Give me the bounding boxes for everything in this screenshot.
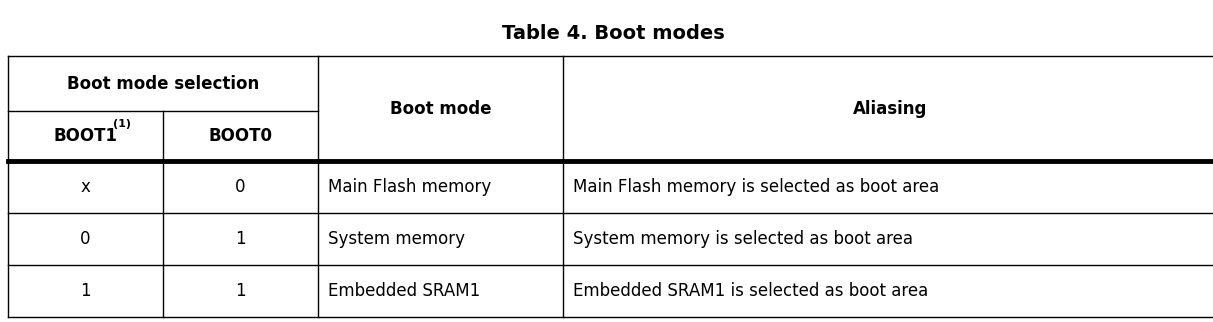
Text: System memory: System memory: [328, 230, 465, 248]
Text: System memory is selected as boot area: System memory is selected as boot area: [573, 230, 913, 248]
Text: Boot mode: Boot mode: [389, 99, 491, 118]
Text: BOOT1: BOOT1: [53, 127, 118, 145]
Text: 1: 1: [235, 282, 246, 300]
Text: 1: 1: [80, 282, 91, 300]
Text: Main Flash memory: Main Flash memory: [328, 178, 491, 196]
Text: (1): (1): [114, 119, 131, 129]
Text: Embedded SRAM1: Embedded SRAM1: [328, 282, 480, 300]
Text: 0: 0: [80, 230, 91, 248]
Text: x: x: [80, 178, 91, 196]
Text: Main Flash memory is selected as boot area: Main Flash memory is selected as boot ar…: [573, 178, 939, 196]
Text: 0: 0: [235, 178, 246, 196]
Text: Boot mode selection: Boot mode selection: [67, 74, 260, 92]
Text: 1: 1: [235, 230, 246, 248]
Text: Aliasing: Aliasing: [853, 99, 928, 118]
Text: BOOT0: BOOT0: [209, 127, 273, 145]
Text: Table 4. Boot modes: Table 4. Boot modes: [502, 24, 724, 43]
Text: Embedded SRAM1 is selected as boot area: Embedded SRAM1 is selected as boot area: [573, 282, 928, 300]
